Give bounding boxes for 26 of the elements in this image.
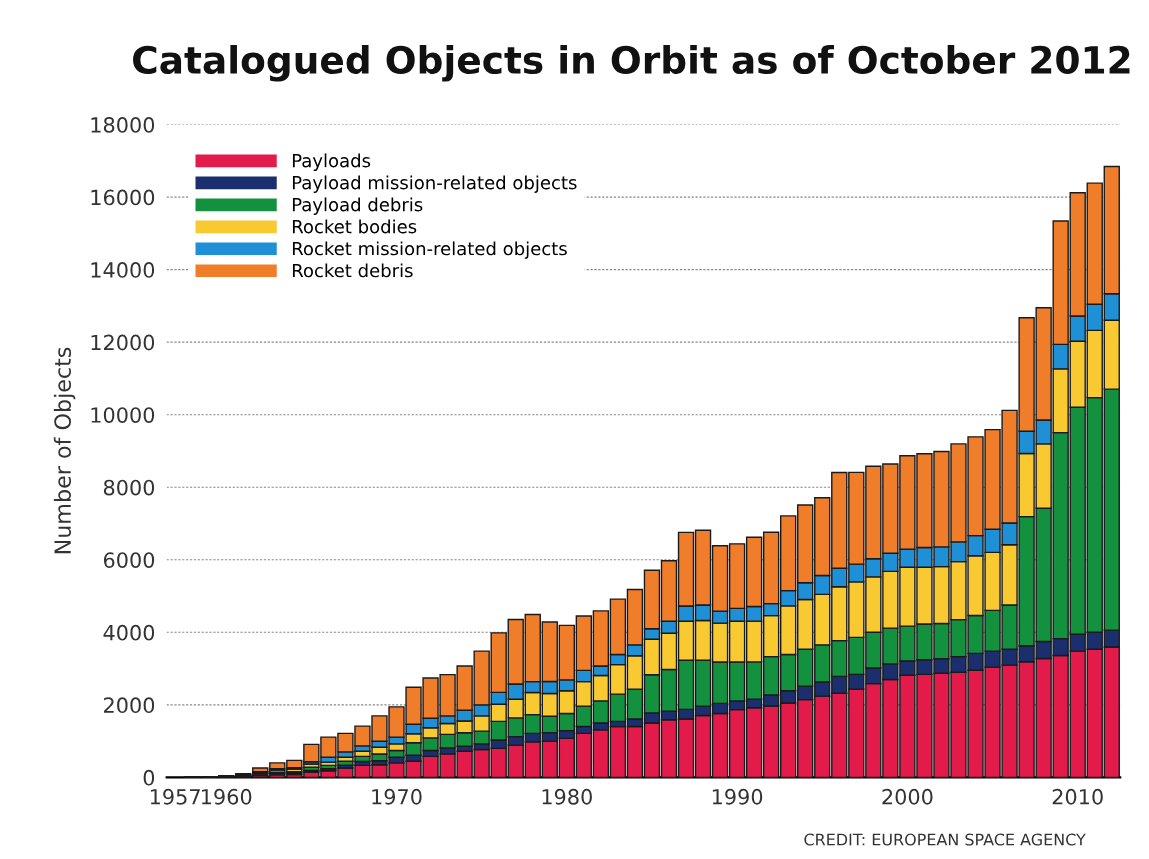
text: CREDIT: EUROPEAN SPACE AGENCY [804,833,1086,846]
y-tick-label: 6000 [103,552,155,568]
x-tick-label: 1957 [150,788,200,805]
x-tick-label: 1970 [372,788,422,805]
y-tick-label: 16000 [91,189,155,206]
y-tick-label: 14000 [91,262,155,278]
legend-label: Rocket bodies [292,219,417,234]
x-tick-label: 1980 [542,788,592,805]
x-tick-label: 2010 [1052,788,1103,805]
legend-label: Rocket mission-related objects [292,241,567,259]
x-tick-label: 1960 [201,788,252,805]
y-tick-label: 2000 [104,697,155,714]
legend-label: Payloads [292,153,371,171]
y-tick-label: 18000 [91,117,155,133]
chart-title: Catalogued Objects in Orbit as of October 2012 [133,45,1130,82]
legend-label: Payload mission-related objects [292,175,577,193]
legend-label: Payload debris [292,197,423,215]
y-tick-label: 10000 [91,407,155,423]
y-tick-label: 4000 [103,624,155,641]
y-tick-label: 12000 [91,334,155,351]
y-tick-label: 0 [143,769,155,786]
legend-label: Rocket debris [292,263,413,278]
x-tick-label: 2000 [882,788,933,805]
x-tick-label: 1990 [712,788,763,805]
y-axis-title: Number of Objects [53,347,76,554]
y-tick-label: 8000 [103,479,155,496]
